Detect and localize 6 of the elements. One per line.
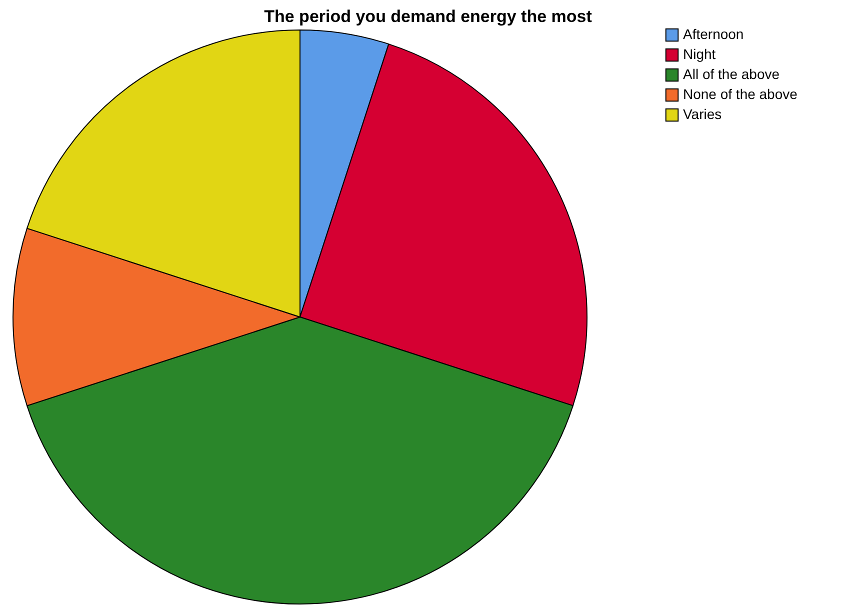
legend-label: Afternoon xyxy=(683,26,744,42)
chart-title: The period you demand energy the most xyxy=(264,7,592,26)
legend-label: Varies xyxy=(683,106,722,122)
legend-label: Night xyxy=(683,46,716,62)
legend-label: All of the above xyxy=(683,66,780,82)
legend-label: None of the above xyxy=(683,86,798,102)
